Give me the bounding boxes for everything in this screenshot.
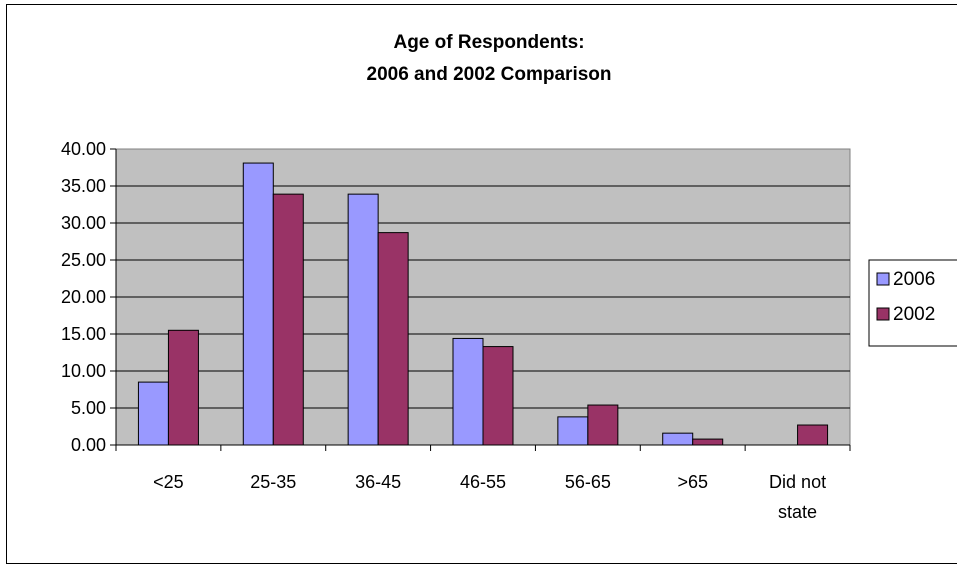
y-tick-label: 35.00 <box>61 176 106 196</box>
x-category-label: 36-45 <box>355 472 401 492</box>
chart-frame: Age of Respondents: 2006 and 2002 Compari… <box>6 4 957 564</box>
bar-2002-4 <box>587 404 619 446</box>
legend-swatch-2006 <box>876 272 890 286</box>
x-category-label: 25-35 <box>250 472 296 492</box>
chart-title-line: Age of Respondents: <box>393 32 584 53</box>
bar-2002-2 <box>377 232 409 446</box>
bar-2002-1 <box>272 193 304 446</box>
y-tick-label: 40.00 <box>61 139 106 159</box>
x-category-label: >65 <box>677 472 708 492</box>
legend-box <box>868 259 957 347</box>
bar-2002-0 <box>167 329 199 446</box>
y-axis-ticks: 0.00 5.00 10.00 15.00 20.00 25.00 30.00 35.00 40… <box>61 139 106 455</box>
gridlines <box>116 185 850 409</box>
bar-2006-1 <box>242 162 274 446</box>
legend-label-2006: 2006 <box>893 269 935 290</box>
y-tick-label: 5.00 <box>71 398 106 418</box>
legend-label-2002: 2002 <box>893 304 935 325</box>
x-category-label: state <box>778 502 817 522</box>
legend-swatch-2002 <box>876 307 890 321</box>
bar-2006-4 <box>557 416 589 446</box>
bar-2002-6 <box>797 424 829 446</box>
chart-svg: Age of Respondents: 2006 and 2002 Compari… <box>61 32 957 522</box>
y-tick-label: 20.00 <box>61 287 106 307</box>
chart-title: Age of Respondents: 2006 and 2002 Compari… <box>367 32 612 85</box>
x-category-label: Did not <box>769 472 826 492</box>
x-category-label: 56-65 <box>565 472 611 492</box>
axes <box>110 148 851 451</box>
x-category-label: <25 <box>153 472 184 492</box>
bar-2002-5 <box>692 438 724 446</box>
y-tick-label: 0.00 <box>71 435 106 455</box>
y-tick-label: 30.00 <box>61 213 106 233</box>
bars <box>137 162 829 446</box>
bar-2006-2 <box>347 193 379 446</box>
bar-2006-3 <box>452 337 484 446</box>
chart-title-line: 2006 and 2002 Comparison <box>367 64 612 85</box>
y-tick-label: 10.00 <box>61 361 106 381</box>
bar-2006-0 <box>137 381 169 446</box>
legend: 2006 2002 <box>868 259 957 347</box>
x-category-label: 46-55 <box>460 472 506 492</box>
bar-2002-3 <box>482 346 514 446</box>
y-tick-label: 25.00 <box>61 250 106 270</box>
y-tick-label: 15.00 <box>61 324 106 344</box>
bar-2006-5 <box>662 432 694 446</box>
x-axis-categories: <25 25-35 36-45 46-55 56-65 >65 Did not state <box>153 472 826 522</box>
